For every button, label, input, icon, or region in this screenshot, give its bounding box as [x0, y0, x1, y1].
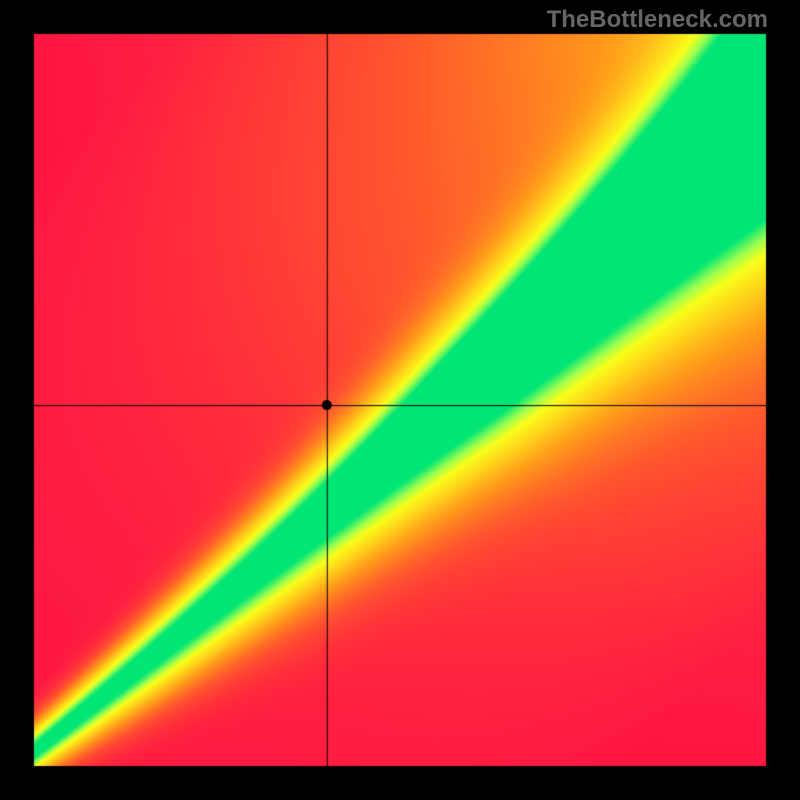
- bottleneck-heatmap-canvas: [0, 0, 800, 800]
- watermark-text: TheBottleneck.com: [547, 6, 768, 34]
- chart-container: TheBottleneck.com: [0, 0, 800, 800]
